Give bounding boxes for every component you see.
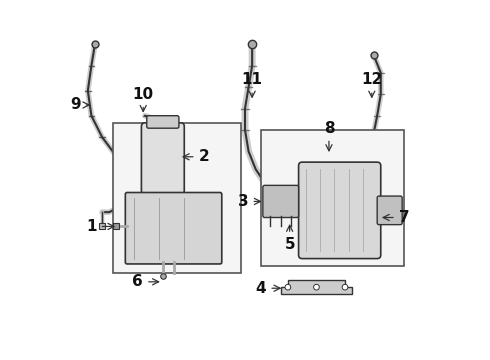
FancyBboxPatch shape	[377, 196, 402, 225]
Text: 8: 8	[323, 121, 334, 151]
Text: 9: 9	[70, 98, 89, 112]
FancyBboxPatch shape	[147, 116, 179, 128]
Text: 5: 5	[284, 225, 295, 252]
Circle shape	[297, 166, 325, 194]
FancyBboxPatch shape	[298, 162, 381, 258]
Text: 4: 4	[256, 281, 280, 296]
Circle shape	[304, 173, 318, 187]
Circle shape	[342, 284, 348, 290]
Text: 12: 12	[361, 72, 382, 97]
FancyBboxPatch shape	[284, 137, 370, 208]
Circle shape	[314, 284, 319, 290]
Polygon shape	[281, 280, 352, 294]
Text: 7: 7	[383, 210, 409, 225]
Text: 10: 10	[133, 87, 154, 112]
FancyBboxPatch shape	[142, 123, 184, 194]
Bar	[261, 130, 404, 266]
Text: 1: 1	[86, 219, 114, 234]
Bar	[113, 123, 242, 273]
Text: 6: 6	[132, 274, 159, 289]
FancyBboxPatch shape	[125, 193, 222, 264]
Text: 3: 3	[238, 194, 261, 209]
Circle shape	[285, 284, 291, 290]
FancyBboxPatch shape	[263, 185, 298, 217]
Text: 11: 11	[242, 72, 263, 97]
Text: 2: 2	[183, 149, 209, 164]
